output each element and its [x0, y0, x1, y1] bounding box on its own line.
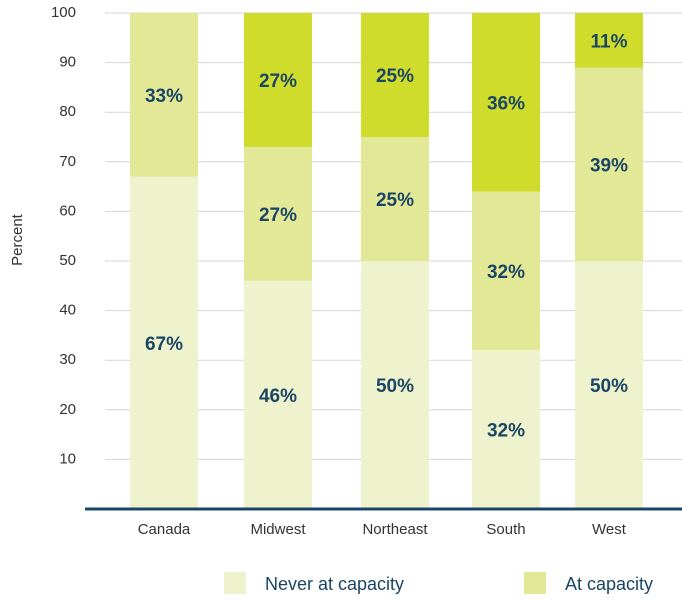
- y-tick-label: 60: [59, 202, 76, 219]
- legend-swatch: [524, 572, 546, 594]
- x-tick-label: Midwest: [250, 521, 306, 538]
- bar-segment: [361, 13, 429, 137]
- y-tick-label: 80: [59, 103, 76, 120]
- y-tick-label: 30: [59, 351, 76, 368]
- value-label: 33%: [145, 86, 183, 107]
- y-tick-label: 70: [59, 153, 76, 170]
- value-label: 50%: [376, 376, 414, 397]
- value-label: 46%: [259, 386, 297, 407]
- y-tick-label: 50: [59, 252, 76, 269]
- value-label: 25%: [376, 66, 414, 87]
- y-tick-label: 90: [59, 54, 76, 71]
- value-label: 50%: [590, 376, 628, 397]
- y-tick-label: 20: [59, 401, 76, 418]
- value-label: 25%: [376, 190, 414, 211]
- legend-label: Never at capacity: [265, 574, 404, 594]
- legend-label: At capacity: [565, 574, 653, 594]
- legend-swatch: [224, 572, 246, 594]
- bar-segment: [472, 350, 540, 509]
- bar-segment: [472, 191, 540, 351]
- value-label: 67%: [145, 334, 183, 355]
- bar-segment: [130, 13, 198, 177]
- value-label: 39%: [590, 155, 628, 176]
- value-label: 11%: [591, 31, 628, 52]
- bar-segment: [575, 261, 643, 509]
- bar-segment: [130, 176, 198, 509]
- bar-segment: [472, 13, 540, 192]
- value-label: 36%: [487, 93, 525, 114]
- x-tick-label: West: [592, 521, 627, 538]
- y-axis-label: Percent: [9, 213, 26, 266]
- bar-segment: [575, 67, 643, 261]
- x-tick-label: Canada: [138, 521, 191, 538]
- value-label: 32%: [487, 421, 525, 442]
- bar-segment: [244, 146, 312, 281]
- bar-segment: [575, 13, 643, 68]
- bar-segment: [361, 137, 429, 261]
- y-tick-label: 100: [51, 4, 76, 21]
- bar-segment: [244, 13, 312, 147]
- value-label: 27%: [259, 205, 297, 226]
- x-tick-label: South: [486, 521, 525, 538]
- y-tick-label: 10: [59, 450, 76, 467]
- x-tick-label: Northeast: [362, 521, 428, 538]
- value-label: 32%: [487, 262, 525, 283]
- bar-segment: [361, 261, 429, 509]
- bar-segment: [244, 280, 312, 509]
- y-tick-label: 40: [59, 302, 76, 319]
- value-label: 27%: [259, 71, 297, 92]
